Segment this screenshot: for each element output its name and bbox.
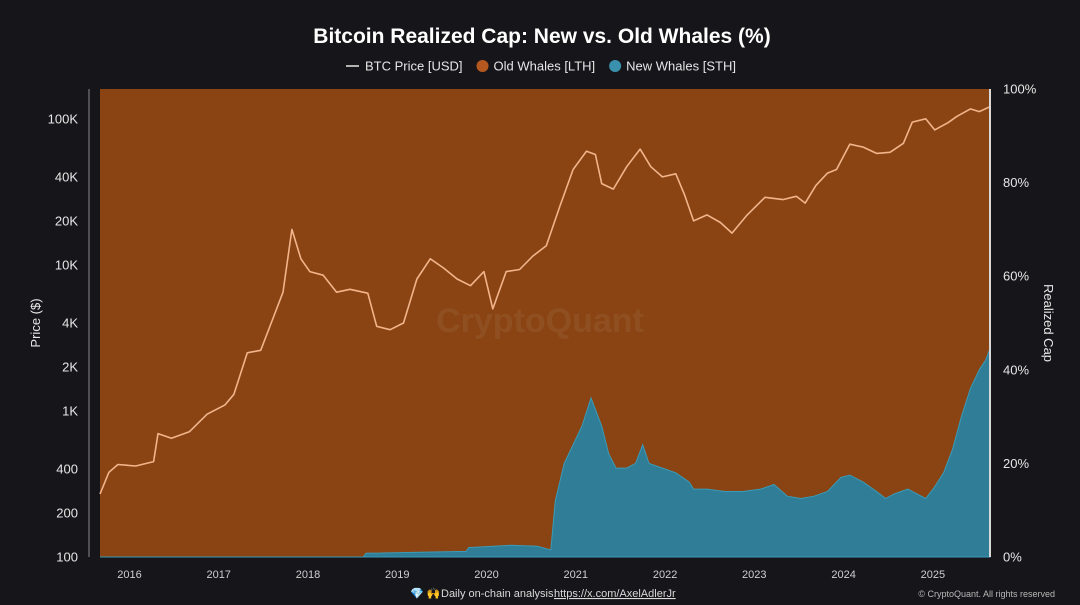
x-tick-label: 2024: [831, 569, 855, 581]
y-left-tick-label: 10K: [55, 257, 78, 272]
legend-dot-marker: [476, 60, 489, 72]
legend-label: New Whales [STH]: [626, 59, 736, 74]
x-tick-label: 2019: [385, 569, 409, 581]
x-tick-label: 2022: [653, 569, 677, 581]
y-right-tick-label: 20%: [1003, 456, 1029, 471]
y-right-tick-label: 0%: [1003, 550, 1022, 565]
y-left-tick-label: 400: [56, 462, 78, 477]
x-tick-label: 2025: [921, 569, 945, 581]
y-left-tick-label: 1K: [62, 403, 78, 418]
legend-item[interactable]: New Whales [STH]: [609, 59, 736, 74]
watermark: CryptoQuant: [436, 302, 644, 340]
y-left-tick-label: 100K: [48, 111, 79, 126]
y-left-tick-label: 4K: [62, 316, 78, 331]
x-tick-label: 2021: [564, 569, 588, 581]
legend-label: Old Whales [LTH]: [494, 59, 596, 74]
footer-icons: 💎 🙌: [410, 587, 440, 600]
y-left-tick-label: 20K: [55, 213, 78, 228]
x-tick-label: 2016: [117, 569, 141, 581]
series-btc-price-line: [99, 105, 991, 495]
y-left-tick-label: 100: [56, 550, 78, 565]
y-right-tick-label: 60%: [1003, 269, 1029, 284]
y-axis-label-left: Price ($): [28, 298, 43, 347]
legend-item[interactable]: BTC Price [USD]: [346, 59, 463, 74]
x-tick-label: 2017: [206, 569, 230, 581]
footer: 💎 🙌 Daily on-chain analysis: https://x.c…: [410, 587, 1055, 600]
legend-label: BTC Price [USD]: [365, 59, 463, 74]
copyright: © CryptoQuant. All rights reserved: [918, 589, 1055, 599]
y-left-tick-label: 200: [56, 506, 78, 521]
x-tick-label: 2023: [742, 569, 766, 581]
y-right-tick-label: 80%: [1003, 175, 1029, 190]
legend-dot-marker: [609, 60, 622, 72]
legend: BTC Price [USD] Old Whales [LTH] New Whale…: [346, 59, 736, 74]
plot-area: [99, 89, 991, 558]
footer-link[interactable]: https://x.com/AxelAdlerJr: [554, 588, 676, 600]
series-new-whales-area: [100, 348, 991, 558]
y-axis-label-right: Realized Cap: [1041, 284, 1056, 362]
y-left-tick-label: 2K: [62, 360, 78, 375]
footer-prefix: Daily on-chain analysis:: [441, 588, 557, 600]
chart-title: Bitcoin Realized Cap: New vs. Old Whales…: [313, 25, 770, 48]
legend-item[interactable]: Old Whales [LTH]: [476, 59, 596, 74]
y-left-tick-label: 40K: [55, 169, 78, 184]
axes: 100 200 400 1K 2K 4K 10K 20K 40K 100K 0% 20% 40% 60% 8…: [48, 82, 1037, 582]
x-tick-label: 2020: [474, 569, 498, 581]
y-right-tick-label: 100%: [1003, 82, 1037, 97]
x-tick-label: 2018: [296, 569, 320, 581]
y-right-tick-label: 40%: [1003, 362, 1029, 377]
